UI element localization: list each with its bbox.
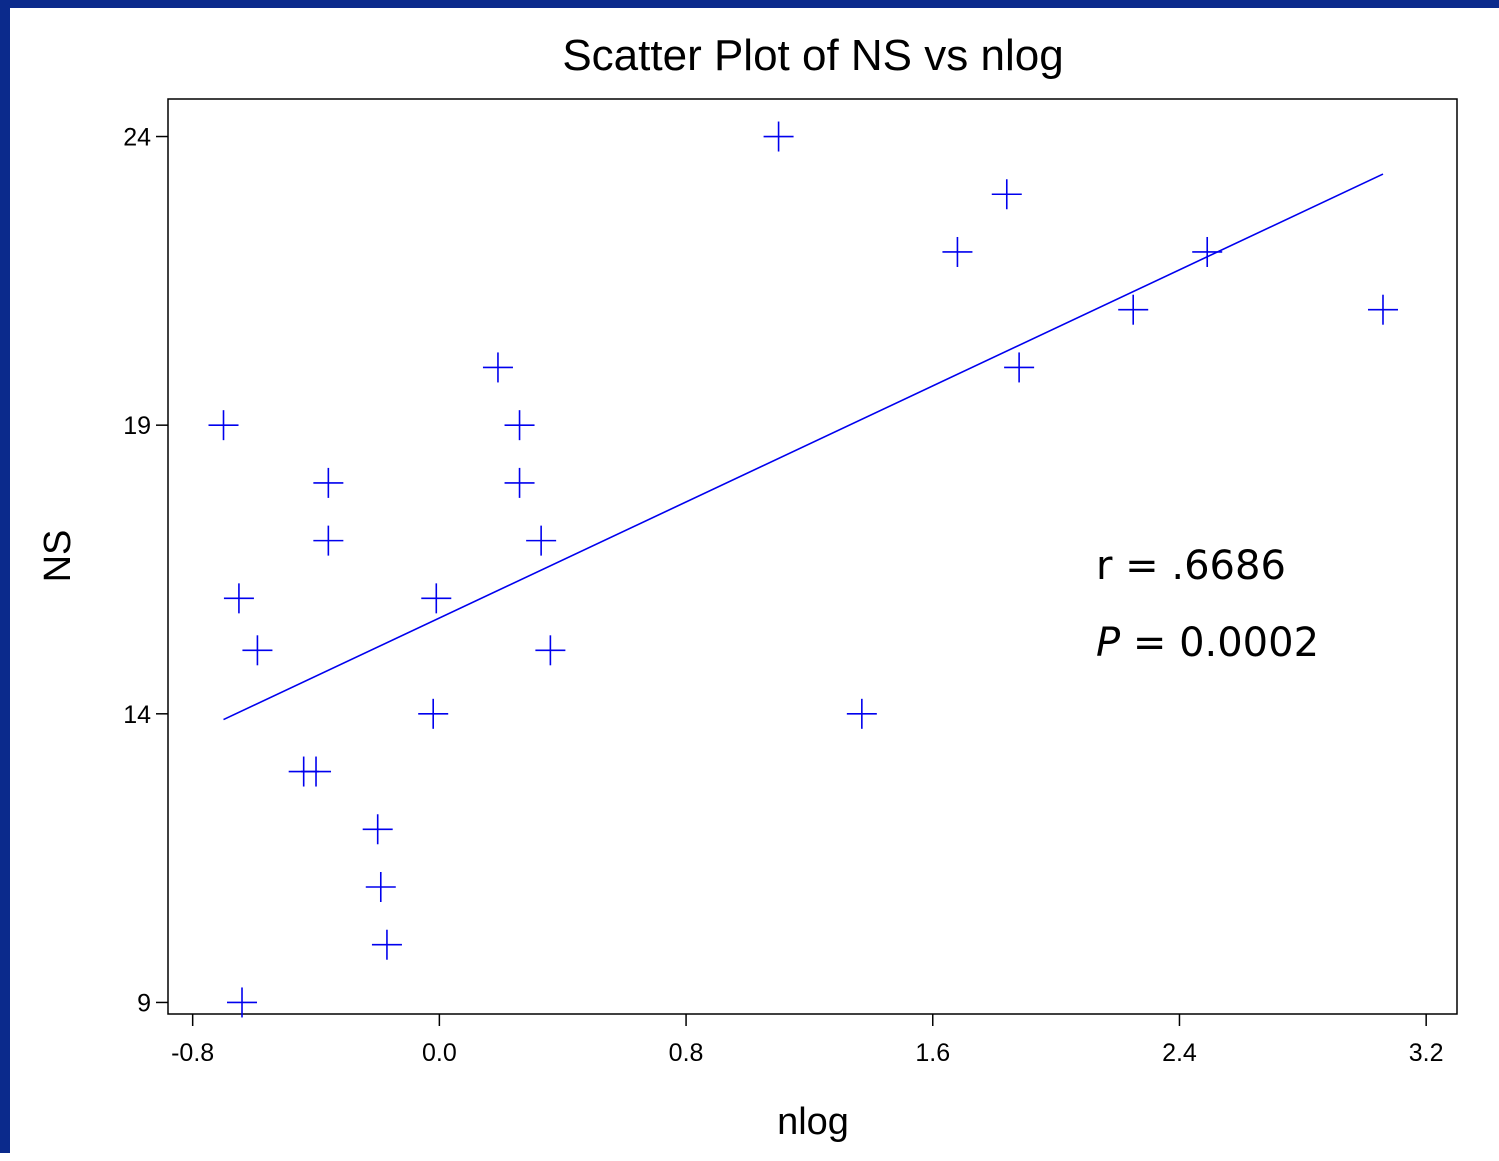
x-tick-label: 0.0 [422,1039,457,1067]
scatter-chart: Scatter Plot of NS vs nlog -0.8 0.0 0.8 1.6… [37,31,1458,1143]
data-point [504,410,535,441]
data-point [242,635,273,666]
data-point [535,635,566,666]
data-point [421,583,452,614]
x-tick-label: -0.8 [171,1039,214,1067]
data-point [418,698,449,729]
x-tick-label: 1.6 [915,1039,950,1067]
data-point [526,525,557,556]
data-point [1192,236,1223,267]
data-point [763,121,794,152]
y-tick-label: 14 [123,701,151,729]
x-axis-label: nlog [777,1101,849,1143]
data-point [942,236,973,267]
y-tick-label: 24 [123,124,151,152]
x-axis: -0.8 0.0 0.8 1.6 2.4 3.2 [171,1014,1444,1067]
p-value: = 0.0002 [1120,620,1319,666]
data-point [362,814,393,845]
x-tick-label: 3.2 [1409,1039,1444,1067]
data-point [991,179,1022,210]
plot-area [167,98,1458,1015]
data-point [1118,294,1149,325]
data-point [313,467,344,498]
data-point [223,583,254,614]
data-point [208,410,239,441]
data-points [208,121,1398,1018]
y-axis: 9 14 19 24 [123,124,168,1017]
y-tick-label: 19 [123,412,151,440]
chart-title: Scatter Plot of NS vs nlog [562,31,1063,80]
data-point [365,871,396,902]
data-point [301,756,332,787]
x-tick-label: 2.4 [1162,1039,1197,1067]
x-tick-label: 0.8 [669,1039,704,1067]
data-point [504,467,535,498]
p-symbol: P [1096,620,1121,666]
y-tick-label: 9 [137,989,151,1017]
data-point [1367,294,1398,325]
data-point [846,698,877,729]
data-point [313,525,344,556]
correlation-annotation: r = .6686 [1096,543,1286,589]
y-axis-label: NS [37,530,79,583]
data-point [227,987,258,1018]
data-point [371,929,402,960]
data-point [482,352,513,383]
data-point [1004,352,1035,383]
regression-line [223,173,1384,721]
p-value-annotation: P = 0.0002 [1096,620,1319,666]
